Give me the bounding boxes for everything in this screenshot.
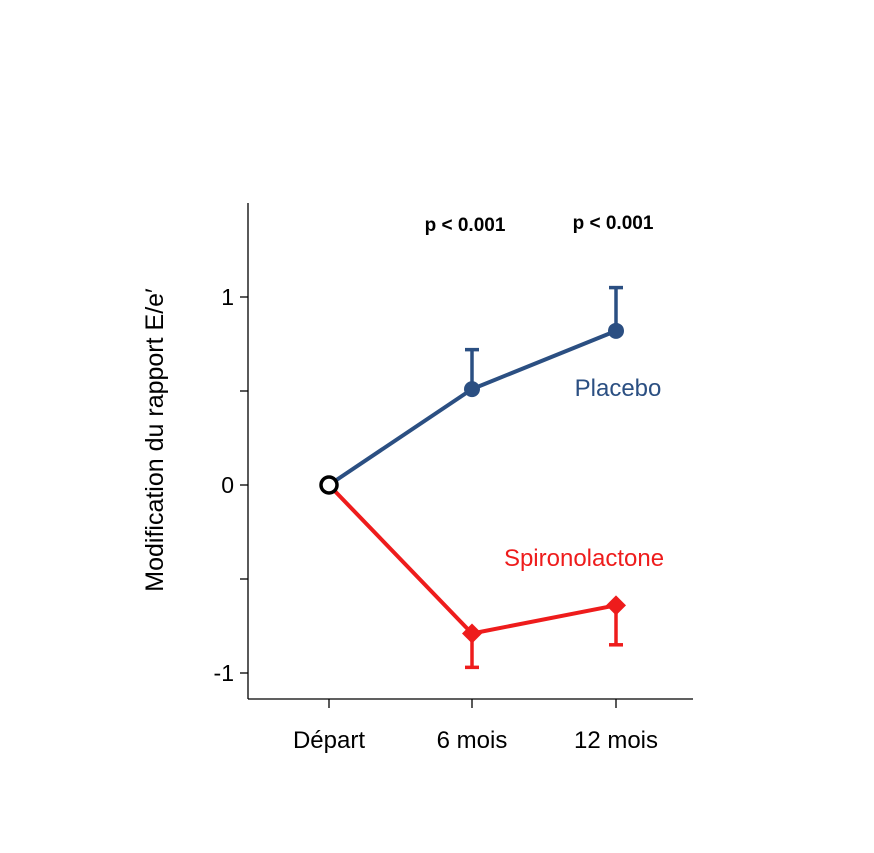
data-point [464,381,480,398]
series-layer [319,285,626,670]
y-tick-label: 1 [221,284,234,310]
p-value-annotation-6-mois: p < 0.001 [425,215,506,236]
y-tick-label: 0 [221,472,234,498]
y-axis-label: Modification du rapport E/e′ [141,288,169,592]
x-tick-label: 6 mois [437,727,508,754]
axes: -1 0 1 Départ 6 mois 12 mois [214,203,693,754]
series-placebo [327,285,624,487]
series-label-placebo: Placebo [575,375,662,402]
y-tick-label: -1 [214,660,234,686]
labels: Modification du rapport E/e′ p < 0.001 p… [141,213,664,592]
baseline-point [319,475,339,495]
series-label-spironolactone: Spironolactone [504,545,664,572]
data-point [608,322,624,339]
p-value-annotation-12-mois: p < 0.001 [573,213,654,234]
x-tick-label: Départ [293,727,365,754]
series-spironolactone [327,483,626,670]
data-point [462,623,482,644]
data-point [606,595,626,616]
x-tick-label: 12 mois [574,727,658,754]
